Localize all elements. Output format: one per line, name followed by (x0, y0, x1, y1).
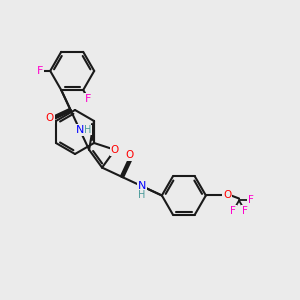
Text: O: O (126, 150, 134, 160)
Text: N: N (138, 181, 146, 191)
Text: H: H (84, 125, 92, 135)
Text: O: O (223, 190, 231, 200)
Text: O: O (45, 113, 54, 123)
Text: F: F (230, 206, 236, 216)
Text: F: F (242, 206, 248, 216)
Text: O: O (111, 145, 119, 155)
Text: N: N (76, 125, 84, 135)
Text: F: F (85, 94, 92, 103)
Text: F: F (37, 66, 44, 76)
Text: F: F (248, 196, 254, 206)
Text: H: H (138, 190, 146, 200)
